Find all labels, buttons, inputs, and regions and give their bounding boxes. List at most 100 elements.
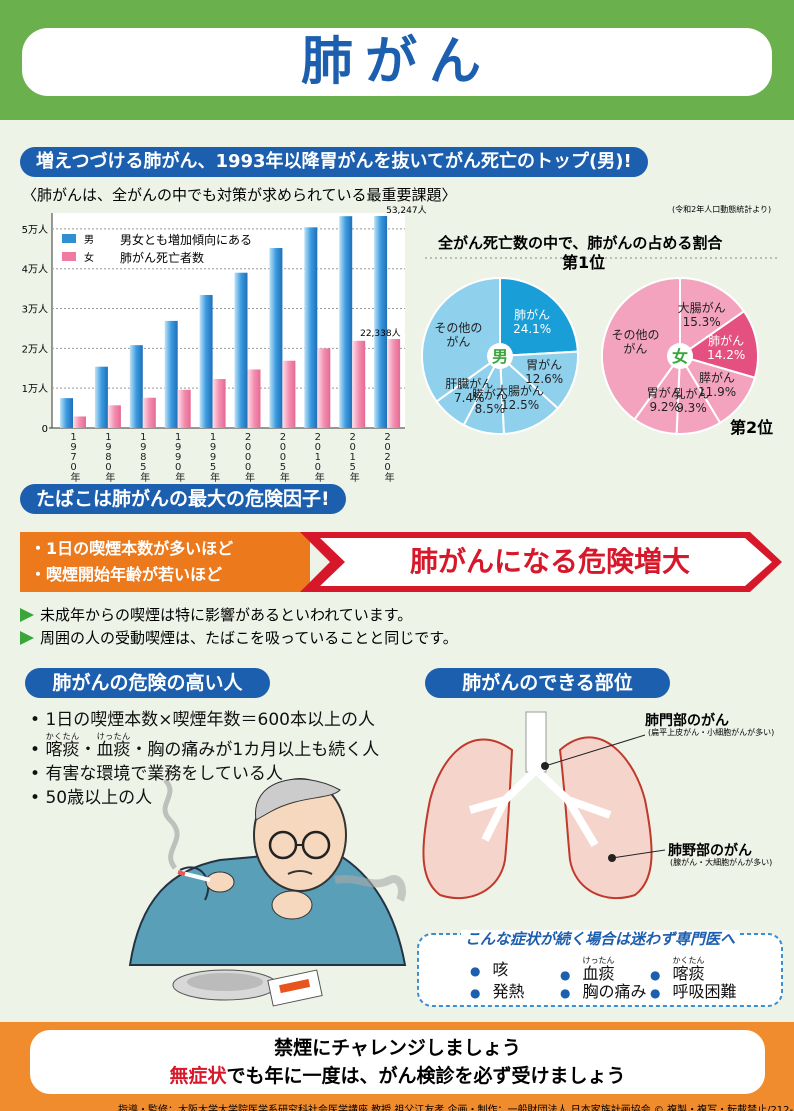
symptom: 発熱 (470, 978, 525, 1002)
y-tick-label: 0 (42, 424, 48, 435)
symptom: 呼吸困難 (650, 978, 736, 1002)
bullet: • (30, 764, 46, 784)
x-tick-label: 1990年 (172, 432, 184, 481)
footer-text: 禁煙にチャレンジしましょう 無症状でも年に一度は、がん検診を必ず受けましょう (30, 1034, 765, 1090)
slice-value: 24.1% (513, 321, 552, 336)
bullet: • (30, 788, 46, 808)
slice-label: 乳がん 9.3% (660, 387, 722, 415)
pie-center (667, 343, 693, 369)
bar (269, 248, 283, 428)
note-marker (20, 631, 34, 645)
source: (令和2年人口動態統計より) (672, 205, 772, 214)
section-heading: たばこは肺がんの最大の危険因子! (20, 484, 346, 514)
y-tick-label: 4万人 (22, 264, 48, 276)
slice-name: 大腸がん (677, 300, 726, 315)
bar (199, 295, 213, 428)
ruby-text: 喀痰かくたん (45, 732, 79, 760)
slice-label: 胃がん 12.6% (513, 358, 575, 386)
bar (107, 405, 121, 428)
ruby: かくたん (672, 956, 705, 965)
slice-label: その他のがん (604, 328, 666, 356)
pie-slice (498, 353, 560, 435)
title-box (22, 28, 772, 96)
bar (352, 340, 366, 428)
slice-label: 大腸がん 15.3% (671, 301, 733, 329)
symptom: 咳 (470, 956, 508, 980)
slice-label: 胃がん 9.2% (634, 386, 696, 414)
text: 有害な環境で業務をしている人 (45, 764, 283, 784)
slice-label: 肺がん 24.1% (501, 308, 563, 336)
pie-slice (499, 276, 579, 358)
pie-title: 全がん死亡数の中で、肺がんの占める割合 (438, 234, 723, 252)
bar (374, 215, 388, 428)
symptom-title-text: こんな症状が続く場合は迷わず専門医へ (460, 930, 739, 948)
legend-label: 女 (84, 251, 94, 264)
rank-label: 第2位 (730, 418, 773, 437)
slice-value: 9.2% (649, 400, 680, 415)
bar (164, 320, 178, 428)
bar (212, 379, 226, 428)
slice-value: 14.2% (707, 348, 746, 363)
footer-box (30, 1030, 765, 1094)
bar (177, 389, 191, 428)
section-heading: 増えつづける肺がん、1993年以降胃がんを抜いてがん死亡のトップ(男)! (20, 147, 648, 177)
bar (304, 227, 318, 428)
ruby: けったん (96, 732, 131, 741)
slice-label: 肺がん 14.2% (695, 334, 757, 362)
pie-slice (601, 276, 681, 421)
slice-value: 12.5% (500, 398, 540, 413)
smoker-illustration (128, 778, 407, 1007)
site-label: 肺門部のがん (645, 713, 729, 729)
credit: 指導・監修：大阪大学大学院医学系研究科社会医学講座 教授 祖父江友孝 企画・制作… (118, 1105, 794, 1111)
slice-value: 12.6% (525, 371, 564, 386)
x-tick-label: 2010年 (312, 432, 324, 481)
value-label: 22,338人 (360, 328, 401, 339)
page-title: 肺がん (300, 32, 493, 92)
pie-slice (679, 276, 746, 358)
bar (317, 348, 331, 428)
y-tick-label: 5万人 (22, 224, 48, 236)
site-note: (扁平上皮がん・小細胞がんが多い) (648, 728, 775, 737)
slice-name: 乳がん (673, 387, 710, 402)
annotation: 肺がん死亡者数 (120, 250, 204, 265)
y-tick-label: 2万人 (22, 343, 48, 355)
risk-item: • 50歳以上の人 (30, 786, 379, 810)
slice-name: 胃がん (526, 357, 563, 372)
slice-value: 15.3% (682, 314, 721, 329)
y-tick-label: 3万人 (22, 304, 48, 316)
ruby: けったん (582, 956, 615, 965)
ruby-text: 血痰けったん (96, 732, 131, 760)
x-tick-label: 1995年 (207, 432, 219, 481)
site-note: (腺がん・大細胞がんが多い) (670, 858, 773, 867)
footer-line: 無症状でも年に一度は、がん検診を必ず受けましょう (30, 1062, 765, 1090)
slice-label: その他のがん (427, 321, 489, 349)
condition: ・喫煙開始年齢が若いほど (30, 565, 223, 584)
text: 発熱 (492, 982, 525, 1001)
conditions: ・1日の喫煙本数が多いほど ・喫煙開始年齢が若いほど (30, 536, 233, 588)
text: ・胸の痛みが1カ月以上も続く人 (130, 740, 380, 760)
bar (142, 397, 156, 428)
legend-label: 男 (84, 234, 94, 246)
slice-name: 膵がん (471, 387, 508, 402)
x-tick-label: 1970年 (68, 432, 79, 481)
risk-item: • 有害な環境で業務をしている人 (30, 762, 379, 786)
x-tick-label: 1985年 (137, 432, 149, 481)
slice-label: 膵がん 8.5% (459, 388, 521, 416)
emphasis: 無症状 (169, 1065, 227, 1087)
section-heading: 肺がんのできる部位 (425, 668, 670, 698)
text: 1日の喫煙本数×喫煙年数＝600本以上の人 (45, 710, 375, 730)
bar (94, 366, 108, 428)
bullet: • (30, 710, 46, 730)
pie-center (487, 343, 513, 369)
pie-center-label: 女 (672, 347, 688, 366)
symptom: 胸の痛み (560, 978, 646, 1002)
slice-name: 大腸がん (496, 384, 545, 399)
condition-box (20, 532, 310, 592)
bar (387, 339, 401, 428)
note-marker (20, 608, 34, 622)
text: 血痰 (96, 740, 131, 760)
result: 肺がんになる危険増大 (409, 545, 690, 578)
y-tick-label: 1万人 (22, 383, 48, 395)
